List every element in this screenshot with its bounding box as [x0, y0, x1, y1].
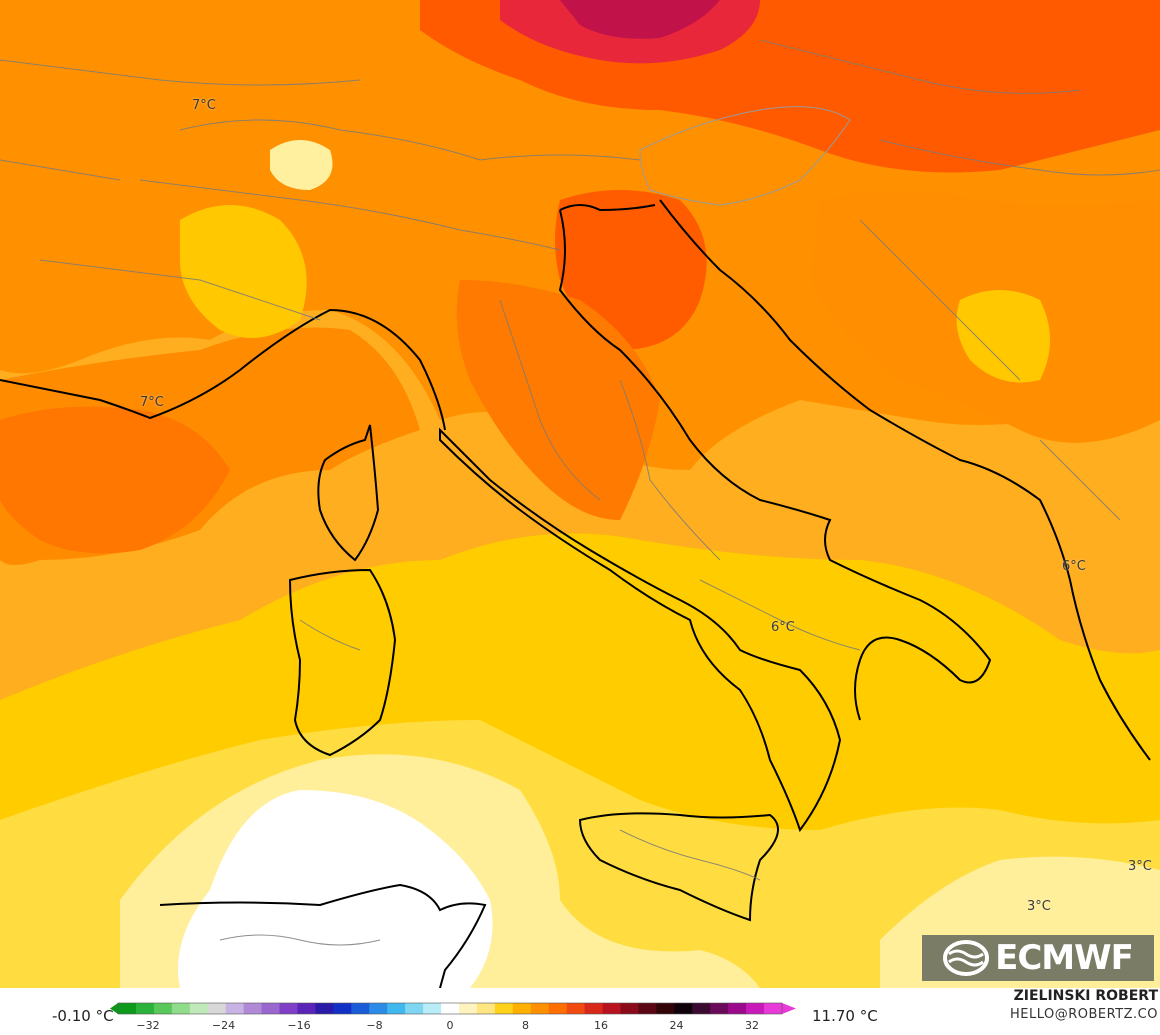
max-value-label: 11.70 °C — [812, 1007, 878, 1025]
logo-text: ECMWF — [995, 938, 1134, 978]
coastline-italy — [439, 209, 992, 833]
ecmwf-mark-icon — [943, 940, 990, 976]
colorbar-segment — [548, 1003, 568, 1014]
colorbar-segment — [369, 1003, 388, 1014]
coastline-tunisia — [159, 883, 487, 988]
colorbar-segment — [710, 1003, 729, 1014]
temp-label: 3°C — [1128, 859, 1152, 874]
min-value-label: -0.10 °C — [52, 1007, 114, 1025]
coastline-corsica — [317, 424, 380, 562]
field-zone-white-cold — [178, 790, 493, 988]
temp-label: 7°C — [192, 98, 216, 113]
colorbar-right-arrow — [782, 1003, 796, 1014]
colorbar-tick-label: 24 — [669, 1019, 684, 1032]
region-slovenia — [639, 106, 851, 206]
colorbar-segment — [656, 1003, 675, 1014]
colorbar-segment — [512, 1003, 532, 1014]
temp-label: 7°C — [140, 395, 164, 410]
colorbar-tick-label: −32 — [136, 1019, 160, 1032]
ecmwf-logo: ECMWF — [922, 935, 1154, 981]
colorbar-tick-label: 16 — [594, 1019, 608, 1032]
colorbar-segment — [207, 1003, 227, 1014]
credit-name: ZIELINSKI ROBERT — [1013, 988, 1158, 1004]
coastline-sardinia — [288, 568, 397, 757]
temp-label: 3°C — [1027, 899, 1051, 914]
legend-footer: -0.10 °C −32 −24 −16 −8 0 8 16 24 32 11.70 °C ZI… — [0, 988, 1160, 1035]
colorbar-tick-label: 0 — [446, 1019, 454, 1032]
field-zone-pale-alps — [270, 140, 333, 190]
colorbar-segment — [674, 1003, 693, 1014]
colorbar-segment — [584, 1003, 604, 1014]
colorbar-segment — [405, 1003, 424, 1014]
colorbar-segment — [476, 1003, 496, 1014]
colorbar-segment — [243, 1003, 263, 1014]
colorbar-segment — [261, 1003, 281, 1014]
colorbar-segment — [171, 1003, 191, 1014]
coastline-adriatic-east — [659, 199, 1151, 761]
admin-borders — [0, 39, 1160, 946]
coastline-sicily — [578, 812, 779, 922]
colorbar-segment — [530, 1003, 550, 1014]
colorbar-segment — [494, 1003, 514, 1014]
colorbar-segment — [423, 1003, 442, 1014]
colorbar-segment — [566, 1003, 586, 1014]
colorbar-segment — [441, 1003, 460, 1014]
colorbar-segment — [279, 1003, 298, 1014]
coastline-france — [0, 308, 446, 431]
colorbar-segment — [297, 1003, 316, 1014]
field-zone-yellow-balkans — [956, 290, 1050, 383]
colorbar-segment — [692, 1003, 711, 1014]
colorbar-segment — [333, 1003, 352, 1014]
colorbar-segment — [225, 1003, 245, 1014]
colorbar-segment — [315, 1003, 334, 1014]
colorbar-left-arrow — [110, 1003, 118, 1014]
colorbar-tick-label: 32 — [745, 1019, 759, 1032]
colorbar-segment — [135, 1003, 155, 1014]
colorbar-segment — [351, 1003, 370, 1014]
colorbar-segment — [764, 1003, 783, 1014]
colorbar-segment — [638, 1003, 657, 1014]
colorbar-segment — [602, 1003, 621, 1014]
coastlines — [0, 199, 1151, 988]
colorbar — [110, 1002, 796, 1015]
map-canvas — [0, 0, 1160, 988]
coastline-adriatic-north — [559, 204, 656, 212]
colorbar-border — [117, 1002, 783, 1015]
colorbar-segment — [746, 1003, 765, 1014]
colorbar-tick-label: −16 — [287, 1019, 311, 1032]
temperature-map: 7°C 7°C 6°C 6°C 3°C 3°C ECMWF — [0, 0, 1160, 988]
colorbar-tick-label: −8 — [366, 1019, 383, 1032]
field-zone-orange-central-italy — [456, 280, 660, 520]
colorbar-segment — [458, 1003, 478, 1014]
colorbar-segment — [118, 1003, 137, 1014]
field-zone-magenta-north — [560, 0, 720, 39]
temp-label: 6°C — [1062, 559, 1086, 574]
field-zone-deep-west — [0, 406, 230, 554]
colorbar-segment — [620, 1003, 639, 1014]
colorbar-segment — [189, 1003, 209, 1014]
colorbar-segment — [387, 1003, 406, 1014]
colorbar-segment — [728, 1003, 747, 1014]
colorbar-tick-label: −24 — [211, 1019, 236, 1032]
temp-label: 6°C — [771, 620, 795, 635]
credit-email: HELLO@ROBERTZ.CO — [1009, 1007, 1158, 1022]
colorbar-tick-label: 8 — [522, 1019, 529, 1032]
colorbar-segment — [153, 1003, 173, 1014]
